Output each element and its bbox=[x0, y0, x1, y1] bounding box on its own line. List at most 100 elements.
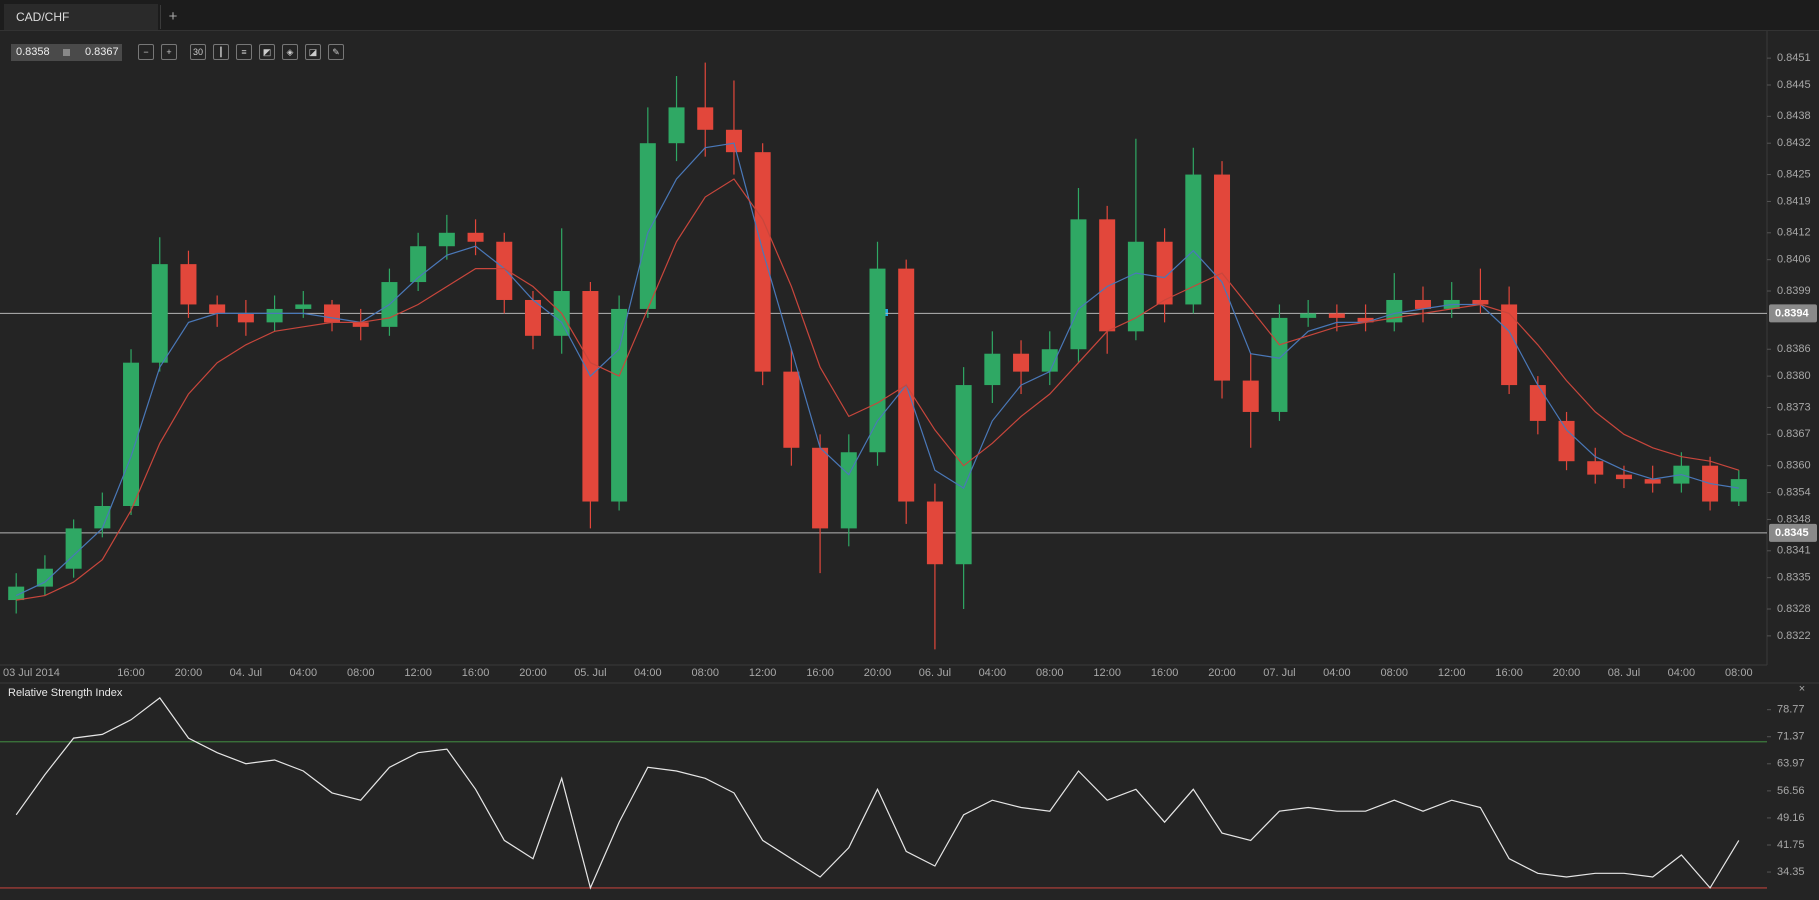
candle-body bbox=[237, 313, 254, 323]
candle-body bbox=[65, 528, 82, 569]
candle-body bbox=[611, 308, 628, 502]
candle-body bbox=[94, 506, 111, 529]
candle-body bbox=[725, 129, 742, 153]
y-tick-label: 49.16 bbox=[1777, 812, 1805, 824]
candle-body bbox=[438, 232, 455, 247]
x-tick-label: 16:00 bbox=[462, 667, 490, 679]
y-tick-label: 0.8354 bbox=[1777, 486, 1811, 498]
candle-body bbox=[1242, 380, 1259, 412]
candle-body bbox=[1357, 317, 1374, 323]
candle-body bbox=[1328, 313, 1345, 318]
bid: 0.8358 bbox=[16, 46, 50, 58]
candle-body bbox=[352, 322, 369, 327]
template[interactable]: ◈ bbox=[282, 44, 298, 60]
y-tick-label: 78.77 bbox=[1777, 704, 1805, 716]
x-tick-label: 08:00 bbox=[347, 667, 375, 679]
candle-body bbox=[1615, 474, 1632, 480]
candle-body bbox=[582, 291, 599, 502]
price-label: 0.8345 bbox=[1775, 527, 1809, 539]
close-panel-button[interactable]: × bbox=[1799, 683, 1805, 695]
candle-body bbox=[1070, 219, 1087, 350]
x-tick-label: 20:00 bbox=[175, 667, 203, 679]
x-tick-label: 08:00 bbox=[1036, 667, 1064, 679]
y-tick-label: 0.8451 bbox=[1777, 52, 1811, 64]
price-label-box bbox=[1769, 523, 1817, 542]
y-tick-label: 0.8322 bbox=[1777, 630, 1811, 642]
candle-body bbox=[1501, 304, 1518, 386]
x-tick-label: 20:00 bbox=[519, 667, 547, 679]
candle-body bbox=[123, 362, 140, 506]
x-tick-label: 08:00 bbox=[1381, 667, 1409, 679]
candle-body bbox=[754, 152, 771, 372]
quote-separator bbox=[63, 49, 70, 56]
y-tick-label: 0.8438 bbox=[1777, 110, 1811, 122]
y-tick-label: 0.8335 bbox=[1777, 572, 1811, 584]
x-tick-label: 04. Jul bbox=[230, 667, 262, 679]
tab-bar: CAD/CHF + bbox=[0, 0, 1819, 31]
rsi-line bbox=[15, 697, 1740, 890]
candle-body bbox=[1041, 349, 1058, 372]
x-tick-label: 12:00 bbox=[749, 667, 777, 679]
x-tick-label: 20:00 bbox=[1553, 667, 1581, 679]
y-tick-label: 0.8412 bbox=[1777, 227, 1811, 239]
y-tick-label: 0.8328 bbox=[1777, 603, 1811, 615]
candle-body bbox=[668, 107, 685, 144]
price-label: 0.8394 bbox=[1775, 307, 1810, 319]
y-tick-label: 0.8406 bbox=[1777, 254, 1811, 266]
timeframe[interactable]: 30 bbox=[190, 44, 206, 60]
chart-type[interactable]: ┃ bbox=[213, 44, 229, 60]
price-label-box bbox=[1769, 304, 1817, 323]
candle-body bbox=[1644, 479, 1661, 484]
candle-body bbox=[295, 304, 312, 309]
candle-body bbox=[639, 143, 656, 309]
y-tick-label: 56.56 bbox=[1777, 785, 1805, 797]
candle-body bbox=[151, 264, 168, 363]
x-tick-label: 12:00 bbox=[1093, 667, 1121, 679]
candle-body bbox=[209, 304, 226, 314]
x-tick-label: 08:00 bbox=[1725, 667, 1753, 679]
y-tick-label: 34.35 bbox=[1777, 866, 1805, 878]
candle-body bbox=[955, 385, 972, 565]
zoom-in[interactable]: + bbox=[161, 44, 177, 60]
quote-box: 0.8358 0.8367 bbox=[11, 44, 122, 61]
candle-body bbox=[1558, 420, 1575, 462]
candle-body bbox=[1300, 313, 1317, 318]
x-tick-label: 04:00 bbox=[290, 667, 318, 679]
y-tick-label: 0.8386 bbox=[1777, 343, 1811, 355]
x-tick-label: 16:00 bbox=[1151, 667, 1179, 679]
candle-body bbox=[467, 232, 484, 242]
candle-body bbox=[1127, 241, 1144, 332]
y-tick-label: 0.8341 bbox=[1777, 545, 1811, 557]
candle-body bbox=[1730, 479, 1747, 502]
candle-body bbox=[8, 586, 25, 601]
snapshot[interactable]: ◪ bbox=[305, 44, 321, 60]
candle-body bbox=[697, 107, 714, 130]
x-tick-label: 16:00 bbox=[806, 667, 834, 679]
candle-body bbox=[1156, 241, 1173, 305]
x-tick-label: 06. Jul bbox=[919, 667, 951, 679]
candle-body bbox=[984, 353, 1001, 386]
indicators[interactable]: ≡ bbox=[236, 44, 252, 60]
x-tick-label: 20:00 bbox=[1208, 667, 1236, 679]
add-tab-button[interactable]: + bbox=[160, 5, 185, 29]
x-tick-label: 04:00 bbox=[979, 667, 1007, 679]
x-tick-label: 04:00 bbox=[634, 667, 662, 679]
x-tick-label: 05. Jul bbox=[574, 667, 606, 679]
y-tick-label: 0.8360 bbox=[1777, 460, 1811, 472]
y-tick-label: 0.8373 bbox=[1777, 401, 1811, 413]
y-tick-label: 0.8425 bbox=[1777, 168, 1811, 180]
candle-body bbox=[180, 264, 197, 305]
candle-body bbox=[266, 308, 283, 323]
draw-tool[interactable]: ◩ bbox=[259, 44, 275, 60]
tab[interactable]: CAD/CHF bbox=[4, 4, 158, 30]
y-tick-label: 0.8399 bbox=[1777, 285, 1811, 297]
y-tick-label: 0.8432 bbox=[1777, 137, 1811, 149]
zoom-out[interactable]: − bbox=[138, 44, 154, 60]
x-tick-label: 04:00 bbox=[1323, 667, 1351, 679]
y-tick-label: 0.8380 bbox=[1777, 370, 1811, 382]
pencil[interactable]: ✎ bbox=[328, 44, 344, 60]
candle-body bbox=[1214, 174, 1231, 381]
candle-body bbox=[410, 246, 427, 283]
candle-body bbox=[1414, 299, 1431, 309]
candle-body bbox=[926, 501, 943, 565]
